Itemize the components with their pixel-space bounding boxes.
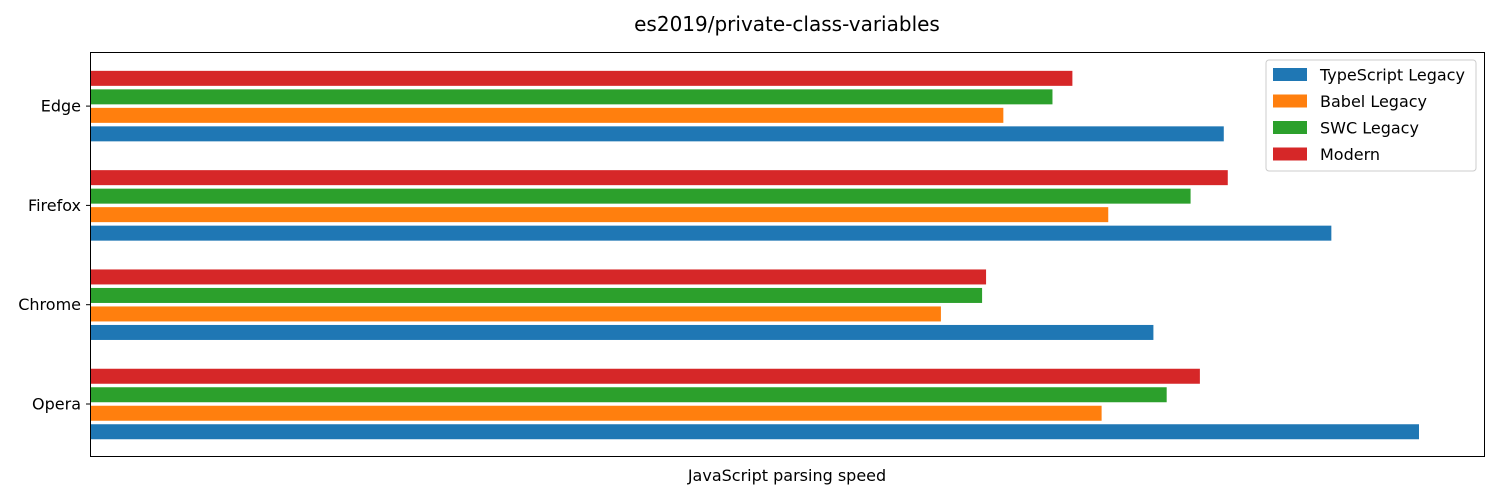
legend-label: Modern	[1320, 145, 1380, 164]
legend-label: SWC Legacy	[1320, 119, 1419, 138]
legend-label: TypeScript Legacy	[1319, 66, 1465, 85]
bar-chrome-swc-legacy	[91, 287, 983, 303]
legend-swatch	[1273, 94, 1307, 108]
legend-swatch	[1273, 68, 1307, 81]
bar-edge-babel-legacy	[91, 107, 1004, 123]
bar-firefox-babel-legacy	[91, 207, 1109, 223]
legend-box	[1265, 59, 1477, 172]
plot-frame	[90, 52, 1485, 457]
chart-title: es2019/private-class-variables	[634, 12, 940, 36]
x-axis-label: JavaScript parsing speed	[687, 466, 886, 485]
legend: TypeScript Legacy Babel Legacy SWC Legacy M…	[1265, 59, 1477, 172]
bar-chrome-typescript-legacy	[91, 324, 1154, 340]
bar-edge-modern	[91, 70, 1073, 86]
bar-edge-typescript-legacy	[91, 126, 1224, 142]
legend-swatch	[1273, 147, 1307, 161]
bar-opera-babel-legacy	[91, 405, 1102, 421]
bars	[91, 70, 1419, 440]
bar-firefox-modern	[91, 170, 1228, 186]
legend-swatch	[1273, 121, 1307, 134]
y-tick-label: Opera	[32, 395, 81, 414]
bar-chrome-modern	[91, 269, 987, 285]
bar-opera-modern	[91, 368, 1200, 384]
y-tick-label: Edge	[41, 97, 81, 116]
bar-opera-typescript-legacy	[91, 424, 1419, 440]
bar-opera-swc-legacy	[91, 387, 1167, 403]
bar-firefox-typescript-legacy	[91, 225, 1332, 241]
bar-firefox-swc-legacy	[91, 188, 1191, 204]
legend-label: Babel Legacy	[1320, 92, 1427, 111]
y-tick-label: Firefox	[28, 196, 81, 215]
bar-edge-swc-legacy	[91, 89, 1053, 105]
y-tick-label: Chrome	[18, 295, 81, 314]
bar-chrome-babel-legacy	[91, 306, 941, 322]
y-ticks: Opera Chrome Firefox Edge	[18, 97, 91, 414]
